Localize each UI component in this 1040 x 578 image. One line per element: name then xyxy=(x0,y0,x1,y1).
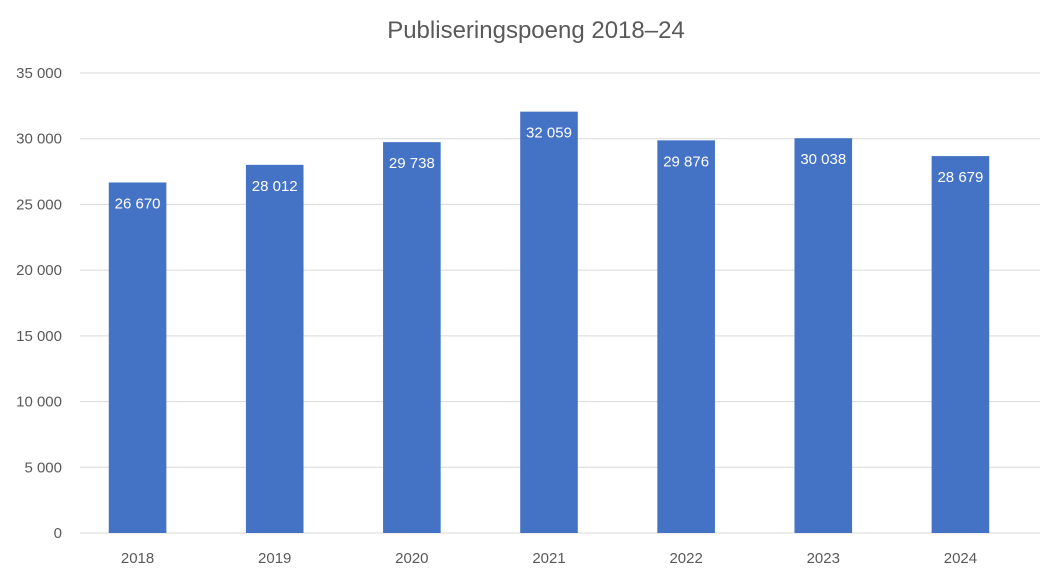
bars xyxy=(108,111,990,534)
y-tick-label: 0 xyxy=(54,525,62,542)
bar-2021 xyxy=(520,111,578,534)
data-label-2020: 29 738 xyxy=(389,155,435,172)
x-tick-label: 2022 xyxy=(669,550,702,567)
y-tick-label: 30 000 xyxy=(16,131,62,148)
y-axis-ticks: 0 5 000 10 000 15 000 20 000 25 000 30 000 35 0… xyxy=(16,65,62,542)
y-tick-label: 5 000 xyxy=(24,459,62,476)
bar-2024 xyxy=(931,156,990,534)
data-label-2024: 28 679 xyxy=(937,169,983,186)
bar-2018 xyxy=(108,182,167,534)
x-tick-label: 2024 xyxy=(944,550,977,567)
data-label-2023: 30 038 xyxy=(800,151,846,168)
x-tick-label: 2023 xyxy=(807,550,840,567)
data-label-2021: 32 059 xyxy=(526,125,572,142)
y-tick-label: 35 000 xyxy=(16,65,62,82)
chart-title: Publiseringspoeng 2018–24 xyxy=(387,17,685,44)
y-tick-label: 25 000 xyxy=(16,196,62,213)
x-tick-label: 2021 xyxy=(532,550,565,567)
data-label-2018: 26 670 xyxy=(115,195,161,212)
x-tick-label: 2019 xyxy=(258,550,291,567)
x-tick-label: 2020 xyxy=(395,550,428,567)
y-tick-label: 10 000 xyxy=(16,394,62,411)
data-labels: 26 670 28 012 29 738 32 059 29 876 30 038 28 6… xyxy=(115,125,984,213)
x-axis-ticks: 2018 2019 2020 2021 2022 2023 2024 xyxy=(121,550,977,567)
bar-2023 xyxy=(794,138,853,534)
y-tick-label: 20 000 xyxy=(16,262,62,279)
x-tick-label: 2018 xyxy=(121,550,154,567)
data-label-2019: 28 012 xyxy=(252,178,298,195)
data-label-2022: 29 876 xyxy=(663,153,709,170)
y-tick-label: 15 000 xyxy=(16,328,62,345)
bar-2020 xyxy=(383,142,441,533)
bar-2019 xyxy=(245,164,304,533)
bar-2022 xyxy=(657,140,715,533)
